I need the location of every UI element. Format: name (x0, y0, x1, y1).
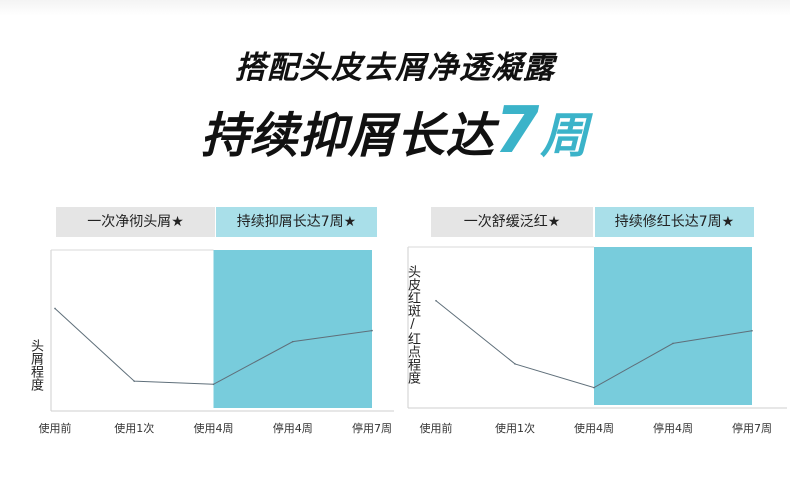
y-axis-label: 头皮红斑/红点程度 (405, 265, 420, 384)
top-band (0, 0, 790, 16)
data-point (672, 342, 674, 345)
x-tick-label: 使用1次 (114, 422, 155, 435)
x-tick-label: 使用4周 (574, 422, 614, 435)
x-tick-label: 停用7周 (352, 422, 392, 435)
x-tick-label: 使用4周 (193, 422, 234, 435)
highlight-region (213, 250, 372, 408)
chart-header-left: 一次舒缓泛红★ (431, 207, 593, 237)
chart-panel-dandruff: 一次净彻头屑★ 持续抑屑长达7周★ 头屑程度 使用前 使用1次 使用4周 停用4周 停用… (18, 207, 394, 437)
highlight-region (594, 247, 752, 405)
x-tick-label: 使用1次 (495, 422, 535, 435)
data-point (371, 329, 373, 332)
data-point (435, 299, 437, 302)
chart-plot-redness (407, 246, 787, 409)
x-tick-label: 使用前 (419, 422, 453, 435)
chart-plot-dandruff (50, 249, 394, 412)
x-tick-label: 停用4周 (272, 422, 313, 435)
chart-header-right: 持续修红长达7周★ (595, 207, 754, 237)
headline-line1: 搭配头皮去屑净透凝露 (235, 50, 555, 86)
data-point (751, 329, 753, 332)
chart-header-left: 一次净彻头屑★ (56, 207, 215, 237)
data-point (212, 383, 215, 386)
chart-header-right: 持续抑屑长达7周★ (216, 207, 377, 237)
x-tick-label: 使用前 (38, 422, 72, 435)
data-point (514, 363, 516, 365)
headline-line2-suffix: 周 (540, 108, 590, 164)
headline-line2: 持续抑屑长达7周 (0, 94, 790, 168)
headline-line2-number: 7 (494, 94, 541, 168)
data-point (54, 307, 56, 310)
x-tick-label: 停用4周 (653, 422, 693, 435)
y-axis-label: 头屑程度 (28, 339, 43, 391)
data-point (291, 340, 294, 343)
chart-panel-redness: 一次舒缓泛红★ 持续修红长达7周★ 头皮红斑/红点程度 使用前 使用1次 使用4周 停… (403, 207, 787, 437)
data-point (133, 380, 136, 382)
data-point (593, 386, 595, 389)
headline-line2-prefix: 持续抑屑长达 (200, 108, 495, 164)
x-tick-label: 停用7周 (732, 422, 772, 435)
